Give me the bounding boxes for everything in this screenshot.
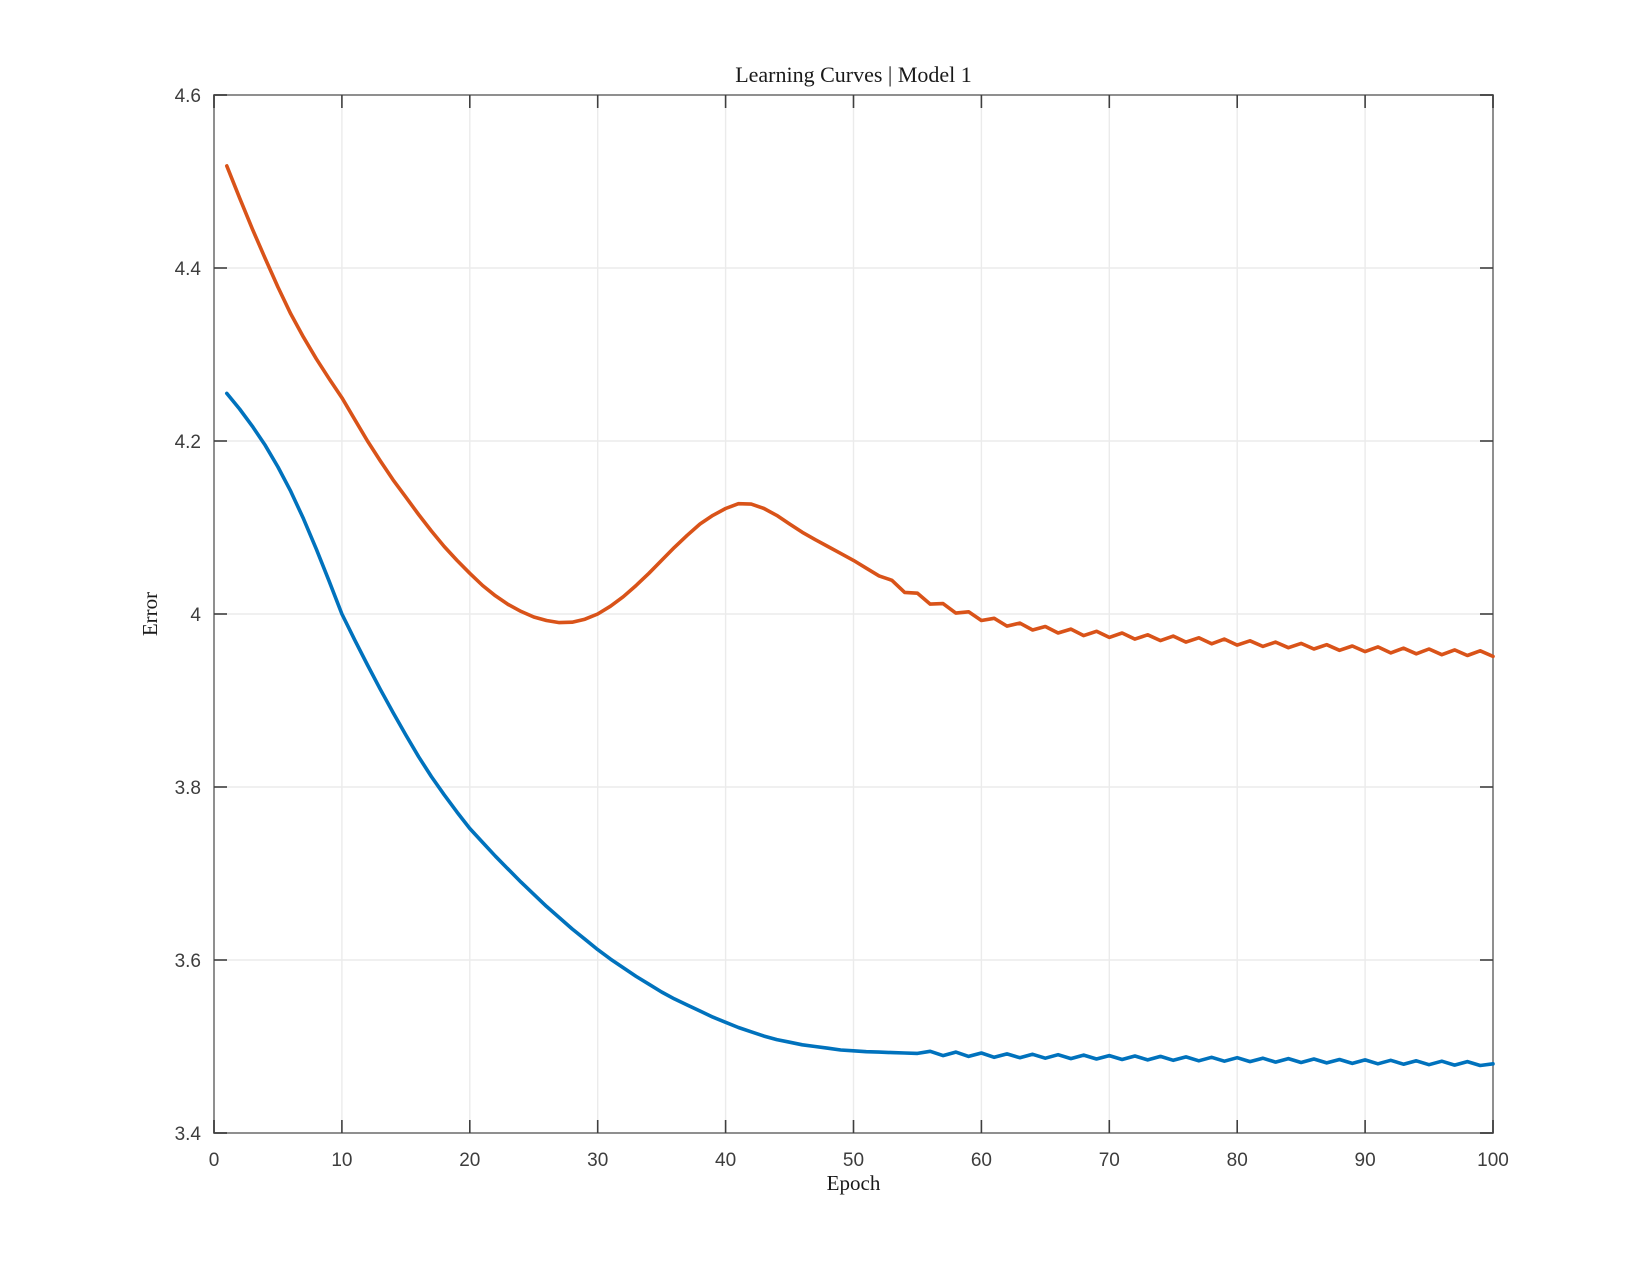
- x-tick-label: 90: [1355, 1150, 1376, 1171]
- x-axis-label: Epoch: [827, 1171, 881, 1195]
- x-tick-label: 40: [715, 1150, 736, 1171]
- y-tick-label: 4: [190, 605, 201, 626]
- series-line-1: [225, 391, 1495, 1068]
- y-axis-tick-labels: 3.4 3.6 3.8 4 4.2 4.4 4.6: [175, 86, 202, 1145]
- y-tick-label: 4.4: [175, 259, 202, 280]
- series-lines: [225, 164, 1495, 1068]
- y-tick-label: 4.2: [175, 432, 201, 453]
- x-tick-label: 0: [209, 1150, 220, 1171]
- grid-lines: [214, 95, 1493, 1133]
- x-tick-label: 100: [1477, 1150, 1509, 1171]
- y-tick-label: 3.8: [175, 778, 201, 799]
- x-tick-label: 80: [1227, 1150, 1248, 1171]
- y-tick-label: 4.6: [175, 86, 201, 107]
- x-tick-label: 50: [843, 1150, 864, 1171]
- x-tick-label: 30: [587, 1150, 608, 1171]
- series-line-2: [225, 164, 1495, 659]
- chart-title: Learning Curves | Model 1: [735, 62, 972, 87]
- x-axis-tick-labels: 0 10 20 30 40 50 60 70 80 90 100: [209, 1150, 1509, 1171]
- y-tick-label: 3.6: [175, 951, 201, 972]
- axis-tick-marks: [213, 94, 1494, 1134]
- y-axis-label: Error: [138, 592, 162, 636]
- y-tick-label: 3.4: [175, 1124, 202, 1145]
- x-tick-label: 60: [971, 1150, 992, 1171]
- x-tick-label: 20: [459, 1150, 480, 1171]
- x-tick-label: 10: [331, 1150, 352, 1171]
- x-tick-label: 70: [1099, 1150, 1120, 1171]
